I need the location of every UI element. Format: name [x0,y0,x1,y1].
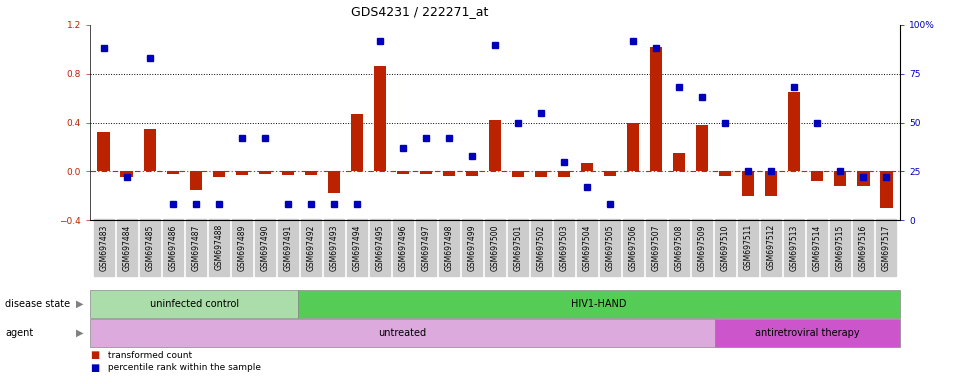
Bar [715,319,900,347]
Bar [90,319,715,347]
Bar [535,171,548,177]
Bar [213,171,225,177]
Bar [765,171,778,195]
Bar [236,171,248,175]
Bar [489,120,501,171]
Bar [327,171,340,193]
Bar [281,171,295,175]
Bar [90,290,298,318]
Bar [672,153,686,171]
Bar [98,132,110,171]
Bar [259,171,271,174]
Bar [788,92,801,171]
Bar [604,171,616,176]
Bar [298,290,900,318]
Text: ■: ■ [90,350,99,360]
Bar [581,163,593,171]
Bar [442,171,455,176]
Bar [166,171,179,174]
Text: agent: agent [5,328,33,338]
Text: ▶: ▶ [76,328,84,338]
Text: ■: ■ [90,363,99,373]
Bar [719,171,731,176]
Bar [419,171,433,174]
Bar [857,171,869,186]
Text: ▶: ▶ [76,299,84,309]
Text: transformed count: transformed count [105,351,192,359]
Bar [466,171,478,176]
Bar [304,171,317,175]
Bar [397,171,410,174]
Bar [696,125,708,171]
Bar [512,171,525,177]
Bar [742,171,754,195]
Bar [627,122,639,171]
Bar [351,114,363,171]
Text: uninfected control: uninfected control [150,299,239,309]
Bar [880,171,893,208]
Bar [650,47,663,171]
Bar [810,171,823,181]
Bar [374,66,386,171]
Text: HIV1-HAND: HIV1-HAND [572,299,627,309]
Text: untreated: untreated [379,328,427,338]
Text: percentile rank within the sample: percentile rank within the sample [105,364,262,372]
Bar [144,129,156,171]
Text: disease state: disease state [5,299,71,309]
Text: GDS4231 / 222271_at: GDS4231 / 222271_at [352,5,489,18]
Bar [834,171,846,186]
Bar [189,171,202,190]
Bar [121,171,133,177]
Text: antiretroviral therapy: antiretroviral therapy [755,328,860,338]
Bar [557,171,570,177]
